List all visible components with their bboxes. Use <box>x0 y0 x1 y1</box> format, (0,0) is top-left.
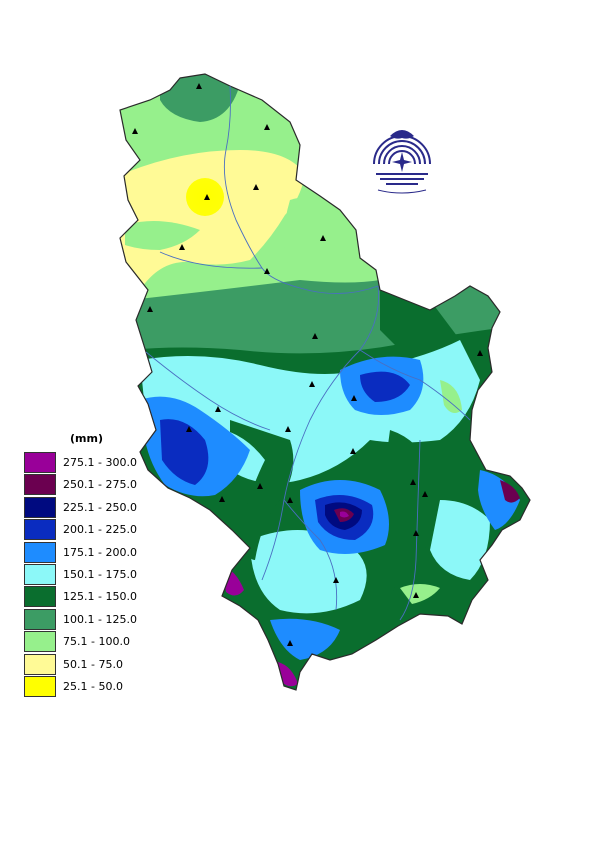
station-triangle-icon <box>264 124 270 130</box>
station-triangle-icon <box>179 244 185 250</box>
station-triangle-icon <box>333 577 339 583</box>
station-triangle-icon <box>196 83 202 89</box>
legend-item: 275.1 - 300.0 <box>24 452 174 474</box>
legend-item: 75.1 - 100.0 <box>24 631 174 653</box>
station-triangle-icon <box>204 194 210 200</box>
legend-swatch <box>24 608 56 630</box>
zone-200-225 <box>160 419 209 485</box>
station-triangle-icon <box>422 491 428 497</box>
station-triangle-icon <box>350 448 356 454</box>
station-triangle-icon <box>351 395 357 401</box>
legend-item: 250.1 - 275.0 <box>24 474 174 496</box>
legend-swatch <box>24 452 56 473</box>
legend-swatch <box>24 586 56 608</box>
station-triangle-icon <box>410 479 416 485</box>
legend-swatch <box>24 519 56 541</box>
rivers <box>145 85 471 621</box>
station-triangle-icon <box>253 184 259 190</box>
station-triangle-icon <box>132 128 138 134</box>
zone-25-50 <box>186 178 224 216</box>
station-triangle-icon <box>312 333 318 339</box>
station-triangle-icon <box>215 406 221 412</box>
legend-swatch <box>24 631 56 653</box>
station-triangle-icon <box>320 235 326 241</box>
legend-label: 100.1 - 125.0 <box>63 612 137 626</box>
station-triangle-icon <box>147 306 153 312</box>
legend-item: 225.1 - 250.0 <box>24 496 174 519</box>
zone-north-cap <box>160 74 240 122</box>
legend-item: 175.1 - 200.0 <box>24 541 174 564</box>
zone-50-75 <box>120 150 305 300</box>
legend-label: 175.1 - 200.0 <box>63 545 137 559</box>
stations <box>132 83 483 646</box>
legend-item: 125.1 - 150.0 <box>24 586 174 608</box>
legend-label: 225.1 - 250.0 <box>63 500 137 514</box>
legend-item: 200.1 - 225.0 <box>24 519 174 541</box>
station-triangle-icon <box>413 530 419 536</box>
station-triangle-icon <box>257 483 263 489</box>
legend-label: 75.1 - 100.0 <box>63 635 130 649</box>
legend-item: 100.1 - 125.0 <box>24 608 174 631</box>
zone-100-125 <box>130 280 530 354</box>
station-triangle-icon <box>413 592 419 598</box>
station-triangle-icon <box>186 426 192 432</box>
legend-item: 150.1 - 175.0 <box>24 564 174 586</box>
station-triangle-icon <box>309 381 315 387</box>
legend-label: 150.1 - 175.0 <box>63 568 137 581</box>
legend-label: 275.1 - 300.0 <box>63 456 137 469</box>
legend-label: 250.1 - 275.0 <box>63 478 137 492</box>
station-triangle-icon <box>477 350 483 356</box>
station-triangle-icon <box>219 496 225 502</box>
legend-swatch <box>24 653 56 675</box>
legend-swatch <box>24 564 56 585</box>
legend-item: 25.1 - 50.0 <box>24 676 174 698</box>
station-triangle-icon <box>287 640 293 646</box>
institution-seal-icon <box>373 130 431 194</box>
legend-swatch <box>24 496 56 518</box>
legend-swatch <box>24 676 56 697</box>
legend-unit: (mm) <box>70 432 103 445</box>
station-triangle-icon <box>285 426 291 432</box>
legend-item: 50.1 - 75.0 <box>24 653 174 676</box>
legend-label: 25.1 - 50.0 <box>63 680 123 693</box>
legend-swatch <box>24 541 56 563</box>
legend-label: 200.1 - 225.0 <box>63 523 137 537</box>
station-triangle-icon <box>264 268 270 274</box>
legend-swatch <box>24 474 56 496</box>
legend-label: 50.1 - 75.0 <box>63 657 123 671</box>
station-triangle-icon <box>287 497 293 503</box>
legend-label: 125.1 - 150.0 <box>63 590 137 604</box>
